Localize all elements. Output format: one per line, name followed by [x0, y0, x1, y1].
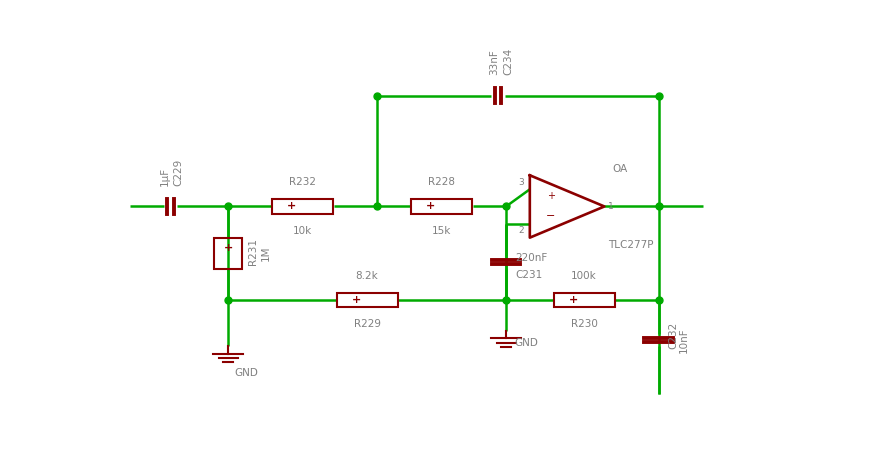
- Text: 33nF: 33nF: [489, 49, 499, 75]
- Text: +: +: [569, 295, 578, 305]
- Text: 1: 1: [608, 202, 613, 211]
- Text: 2: 2: [519, 226, 524, 235]
- Text: C232: C232: [668, 322, 678, 349]
- Text: 100k: 100k: [571, 270, 597, 281]
- Text: TLC277P: TLC277P: [608, 240, 654, 250]
- Text: C234: C234: [504, 48, 514, 75]
- Text: +: +: [426, 202, 435, 211]
- Text: GND: GND: [234, 368, 259, 378]
- Bar: [272, 199, 333, 214]
- Text: GND: GND: [514, 338, 538, 348]
- Text: C231: C231: [515, 270, 542, 280]
- Bar: [554, 293, 614, 307]
- Bar: [411, 199, 473, 214]
- Text: R230: R230: [570, 320, 598, 329]
- Text: R228: R228: [428, 177, 455, 187]
- Text: 10k: 10k: [293, 226, 312, 236]
- Text: R231: R231: [248, 238, 258, 265]
- Bar: [214, 238, 242, 269]
- Text: OA: OA: [612, 164, 627, 174]
- Text: 15k: 15k: [432, 226, 452, 236]
- Text: +: +: [547, 192, 555, 202]
- Bar: [337, 293, 397, 307]
- Text: R229: R229: [354, 320, 381, 329]
- Text: −: −: [546, 212, 556, 221]
- Text: +: +: [223, 243, 233, 252]
- Text: C229: C229: [173, 159, 184, 186]
- Text: 3: 3: [519, 178, 524, 187]
- Text: +: +: [352, 295, 360, 305]
- Text: +: +: [287, 202, 297, 211]
- Text: 8.2k: 8.2k: [355, 270, 379, 281]
- Text: R232: R232: [289, 177, 316, 187]
- Text: 10nF: 10nF: [679, 327, 689, 353]
- Text: 1μF: 1μF: [160, 167, 170, 186]
- Text: 1M: 1M: [261, 246, 270, 261]
- Text: 220nF: 220nF: [515, 253, 548, 263]
